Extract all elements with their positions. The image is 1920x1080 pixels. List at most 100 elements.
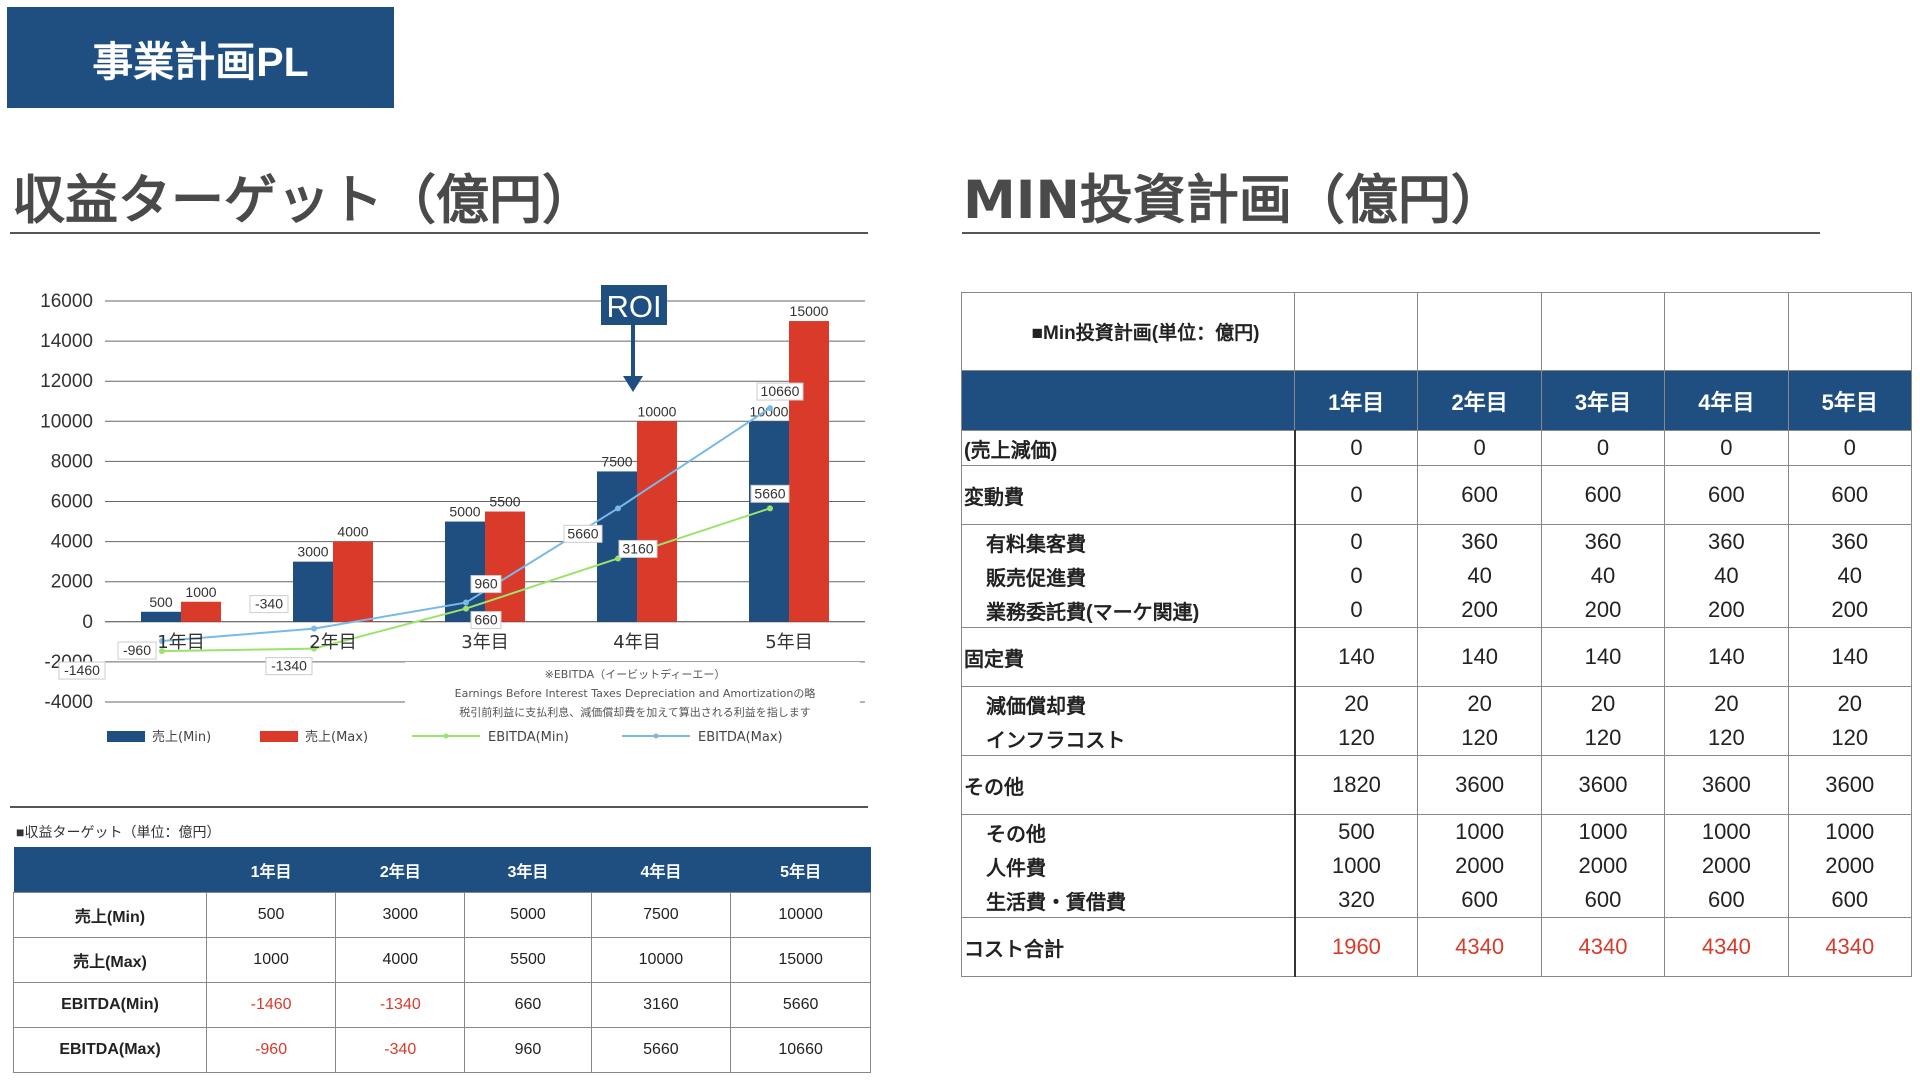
table-row: 減価償却費 20 20 20 20 20 [961,686,1913,721]
x-tick-label: 2年目 [309,632,356,653]
data-label: -1460 [64,662,100,678]
table-cell: 2000 [1540,849,1666,883]
table-cell: 40 [1787,559,1913,593]
table-row: 業務委託費(マーケ関連) 0 200 200 200 200 [961,593,1913,628]
x-tick-label: 3年目 [461,632,508,653]
roi-arrow-head [623,376,643,392]
line-point [767,505,773,512]
table-cell: 20 [1293,686,1419,721]
data-label: -340 [255,596,283,612]
ebitda-note: 税引前利益に支払利息、減価償却費を加えて算出される利益を指します [459,705,810,719]
row-label: 売上(Min) [13,892,207,938]
ebitda-note: ※EBITDA（イービットディーエー） [545,667,726,681]
table-cell: 2000 [1664,849,1789,883]
table-cell: 140 [1540,627,1666,687]
table-cell: 4340 [1664,917,1789,977]
row-label: 変動費 [961,465,1296,525]
table-cell: 2000 [1417,849,1542,883]
table-cell: 20 [1664,686,1789,721]
data-label: 10000 [638,403,677,419]
investment-title-rule [962,232,1820,234]
revenue-chart: 1600014000120001000080006000400020000-20… [0,270,880,770]
table-cell: 3600 [1540,755,1666,815]
note-background [405,662,860,727]
y-tick-label: 6000 [51,492,93,513]
table-cell: 5660 [730,982,871,1028]
table-cell: 10000 [730,892,871,938]
x-tick-label: 5年目 [765,632,812,653]
table-cell: 600 [1417,883,1542,918]
data-label: 7500 [601,453,632,469]
legend-label: 売上(Max) [305,729,368,745]
bar-sales-max [181,601,221,622]
x-tick-label: 1年目 [157,632,204,653]
row-label: (売上減価) [961,430,1296,466]
legend-swatch [107,731,145,742]
data-label-box [470,611,502,630]
row-label: インフラコスト [961,721,1296,756]
table-cell: 600 [1664,883,1789,918]
table-cell: 200 [1664,593,1789,628]
revenue-table: 1年目 2年目 3年目 4年目 5年目 売上(Min) 500 3000 5000 75… [13,847,871,1073]
table-row: 売上(Max) 1000 4000 5500 10000 15000 [13,937,871,983]
empty-cell [1787,292,1913,371]
data-label-box [470,575,502,594]
header-cell: 1年目 [206,847,336,893]
table-row: 固定費 140 140 140 140 140 [961,627,1913,687]
table-cell: 0 [1293,524,1419,559]
table-cell: 20 [1540,686,1666,721]
line-point [159,638,165,645]
header-cell [961,370,1295,431]
row-label: 売上(Max) [13,937,207,983]
table-cell: 600 [1787,883,1913,918]
table-cell: 200 [1417,593,1542,628]
table-cell: 5660 [590,1027,732,1073]
data-label: -960 [123,642,151,658]
table-cell: 5000 [464,892,592,938]
data-label-box [750,484,790,503]
header-cell: 2年目 [335,847,465,893]
investment-table: ■Min投資計画(単位：億円) 1年目 2年目 3年目 4年目 5年目 (売上減… [961,292,1913,977]
table-row: EBITDA(Min) -1460 -1340 660 3160 5660 [13,982,871,1028]
investment-caption-row: ■Min投資計画(単位：億円) [961,292,1913,371]
bar-sales-min [293,561,333,622]
y-tick-label: 12000 [40,371,93,392]
row-label: 減価償却費 [961,686,1296,721]
table-cell: -1460 [205,982,337,1028]
table-cell: 600 [1417,465,1542,525]
data-label: -1340 [271,658,307,674]
revenue-section-title: 収益ターゲット（億円） [12,170,595,231]
data-label-box [249,595,289,614]
bar-sales-max [637,421,677,622]
table-cell: -960 [205,1027,337,1073]
table-cell: 120 [1417,721,1542,756]
table-row: 有料集客費 0 360 360 360 360 [961,524,1913,559]
table-cell: 1000 [1540,814,1666,849]
data-label: 3000 [297,544,328,560]
table-cell: 500 [1293,814,1419,849]
table-row: 販売促進費 0 40 40 40 40 [961,559,1913,593]
line-point [463,605,469,612]
line-point [311,625,317,632]
roi-label: ROI [606,289,661,324]
table-cell: 15000 [730,937,871,983]
table-cell: 4340 [1787,917,1913,977]
table-cell: 1000 [1664,814,1789,849]
data-label-box [756,382,804,401]
empty-cell [1417,292,1542,371]
data-label: 660 [474,612,498,628]
row-label: 販売促進費 [961,559,1296,593]
table-cell: 7500 [590,892,732,938]
row-label: 生活費・賃借費 [961,883,1296,918]
table-cell: 2000 [1787,849,1913,883]
table-cell: 140 [1787,627,1913,687]
table-cell: 600 [1664,465,1789,525]
header-cell: 2年目 [1417,370,1542,431]
row-label: 固定費 [961,627,1296,687]
table-cell: 5500 [464,937,592,983]
table-cell: 140 [1293,627,1419,687]
y-tick-label: 14000 [40,331,93,352]
table-separator-rule [10,806,868,808]
row-label: EBITDA(Max) [13,1027,207,1073]
table-cell: 0 [1664,430,1789,466]
